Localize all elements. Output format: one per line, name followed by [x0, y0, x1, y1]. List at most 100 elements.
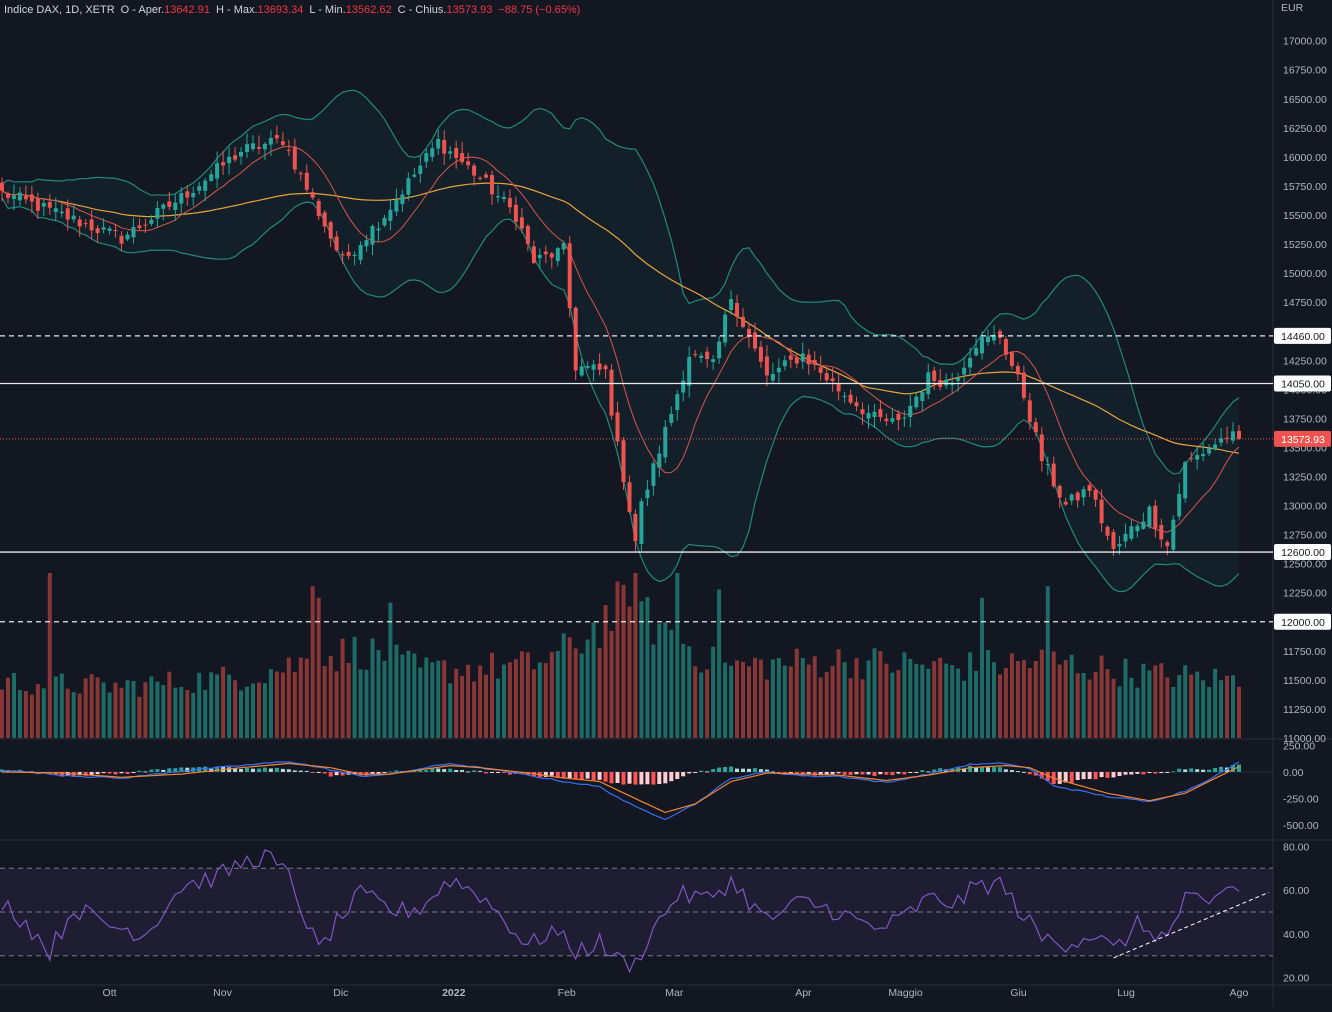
- candle: [376, 221, 381, 242]
- candle: [525, 223, 530, 252]
- volume-bar: [280, 672, 285, 738]
- candle: [573, 306, 578, 381]
- volume-bar: [149, 676, 154, 738]
- macd-histogram-bar: [502, 772, 506, 773]
- candle: [944, 373, 949, 389]
- price-tick-label: 16000.00: [1283, 152, 1327, 164]
- volume-bar: [1153, 665, 1158, 738]
- candle-body: [866, 412, 871, 419]
- rsi-tick-label: 80.00: [1283, 841, 1309, 853]
- macd-histogram-bar: [101, 772, 106, 774]
- candle: [908, 394, 913, 428]
- volume-bar: [53, 676, 58, 738]
- last-price-tag-label: 13573.93: [1281, 434, 1325, 446]
- volume-bar: [1087, 679, 1092, 738]
- macd-histogram-bar: [239, 769, 243, 772]
- candle-body: [657, 453, 662, 468]
- candle-body: [1141, 521, 1146, 529]
- volume-bar: [460, 675, 465, 738]
- macd-histogram-bar: [292, 770, 297, 772]
- macd-histogram-bar: [257, 768, 261, 772]
- volume-bar: [1009, 653, 1014, 738]
- candle-body: [764, 356, 769, 376]
- candle-body: [1225, 437, 1229, 439]
- candle: [1045, 456, 1050, 476]
- volume-bar: [0, 689, 4, 738]
- candle: [203, 177, 208, 201]
- volume-bar: [286, 657, 291, 738]
- rsi-trend-line: [1113, 891, 1270, 959]
- candle-body: [454, 148, 459, 158]
- candle-body: [430, 148, 435, 157]
- candle: [537, 248, 542, 268]
- macd-histogram-bar: [1123, 772, 1128, 775]
- candle-body: [699, 355, 704, 358]
- volume-bar: [675, 573, 680, 738]
- candle-body: [998, 331, 1002, 338]
- macd-histogram-bar: [304, 770, 309, 772]
- macd-histogram-bar: [1183, 769, 1188, 772]
- candle-body: [741, 316, 745, 327]
- candle-body: [1129, 526, 1134, 539]
- candle-body: [776, 367, 781, 373]
- macd-histogram-bar: [1069, 772, 1074, 783]
- candle-body: [364, 240, 369, 247]
- time-axis-label: Ago: [1230, 987, 1249, 999]
- macd-pane: 250.00 0.00 -250.00 -500.00: [0, 740, 1319, 832]
- candle: [1135, 523, 1140, 538]
- macd-histogram-bar: [268, 768, 273, 772]
- volume-bar: [143, 682, 148, 738]
- macd-histogram-bar: [107, 772, 112, 774]
- price-tick-label: 13000.00: [1283, 501, 1327, 513]
- candle: [95, 224, 100, 243]
- volume-bar: [621, 584, 626, 738]
- macd-histogram-bar: [872, 772, 877, 776]
- volume-bar: [567, 637, 572, 738]
- macd-histogram-bar: [161, 769, 166, 772]
- volume-bar: [651, 644, 656, 738]
- candle: [191, 186, 196, 206]
- volume-bar: [980, 597, 984, 739]
- candle-body: [262, 143, 267, 150]
- candle: [633, 509, 638, 552]
- volume-bar: [519, 651, 524, 738]
- candle-body: [424, 153, 429, 162]
- macd-histogram-bar: [1213, 768, 1218, 772]
- volume-bar: [191, 692, 196, 738]
- price-tick-label: 11500.00: [1283, 675, 1326, 687]
- candle: [35, 192, 40, 219]
- price-tick-label: 15750.00: [1283, 181, 1327, 193]
- candle-body: [191, 193, 196, 198]
- macd-line: [1, 761, 1240, 821]
- candle: [245, 133, 249, 159]
- candle: [346, 243, 351, 260]
- macd-tick-label: 0.00: [1283, 767, 1304, 779]
- candle: [543, 245, 548, 264]
- candle: [567, 236, 572, 318]
- candle-body: [12, 195, 16, 199]
- volume-bar: [83, 678, 88, 738]
- macd-histogram-bar: [1177, 768, 1182, 772]
- candle: [956, 372, 961, 392]
- volume-bar: [310, 586, 315, 738]
- macd-histogram-bar: [394, 770, 399, 772]
- macd-histogram-bar: [878, 772, 883, 775]
- volume-bar: [573, 648, 578, 738]
- volume-bar: [41, 688, 46, 738]
- volume-bar: [639, 601, 644, 738]
- candle-body: [663, 426, 668, 458]
- volume-bar: [215, 674, 220, 738]
- candle-body: [496, 196, 500, 198]
- macd-histogram-bar: [484, 772, 488, 774]
- candle-body: [800, 353, 805, 362]
- candle: [221, 150, 226, 175]
- candle: [764, 345, 769, 387]
- candle: [6, 191, 10, 204]
- candle-body: [1219, 438, 1224, 443]
- macd-histogram-bar: [573, 772, 578, 780]
- level-price-tag-label: 12600.00: [1281, 547, 1325, 559]
- candle: [119, 231, 124, 252]
